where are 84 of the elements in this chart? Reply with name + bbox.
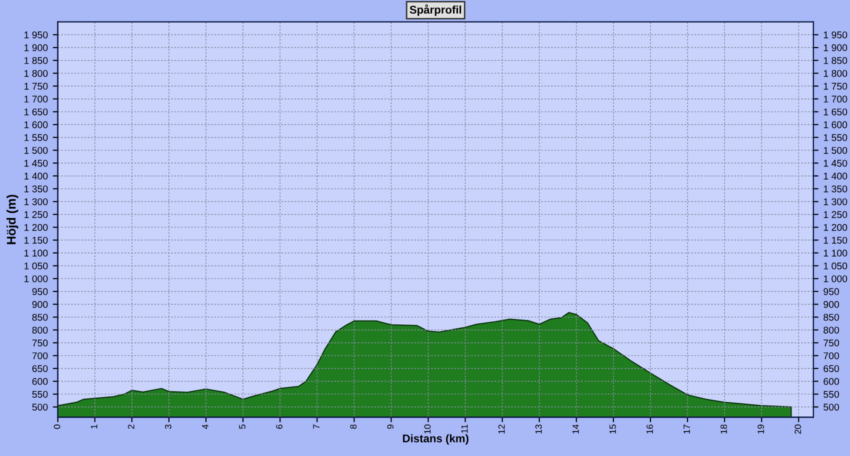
y-tick-label: 1 050 xyxy=(24,262,48,270)
y2-tick-label: 1 650 xyxy=(824,108,848,116)
y-tick-label: 1 250 xyxy=(24,211,48,218)
x-tick-label: 7 xyxy=(313,424,320,429)
x-tick-label: 4 xyxy=(202,424,208,429)
y-tick-label: 1 950 xyxy=(24,31,48,38)
y2-tick-label: 1 950 xyxy=(824,31,848,38)
y2-tick-label: 1 400 xyxy=(824,172,848,180)
y-tick-label: 1 100 xyxy=(24,250,48,257)
y2-tick-label: 500 xyxy=(824,404,840,411)
y-tick-label: 1 700 xyxy=(24,96,48,103)
y2-tick-label: 650 xyxy=(824,365,840,372)
x-tick-label: 5 xyxy=(239,424,246,429)
y-tick-label: 1 550 xyxy=(24,134,48,142)
y2-tick-label: 1 050 xyxy=(824,262,848,270)
y-tick-label: 1 750 xyxy=(24,82,48,90)
y-tick-label: 1 800 xyxy=(24,70,48,77)
y-tick-label: 800 xyxy=(32,326,48,334)
x-tick-label: 6 xyxy=(276,424,282,429)
y2-tick-label: 1 200 xyxy=(824,224,848,231)
y2-tick-label: 550 xyxy=(824,390,840,398)
y-tick-label: 1 900 xyxy=(24,44,48,52)
x-tick-label: 2 xyxy=(128,424,134,429)
chart-title: Spårprofil xyxy=(410,4,462,16)
x-tick-label: 15 xyxy=(610,424,616,434)
x-tick-label: 19 xyxy=(758,424,764,434)
y2-tick-label: 600 xyxy=(824,378,840,385)
x-tick-label: 20 xyxy=(794,424,802,434)
y2-tick-label: 1 800 xyxy=(824,70,848,77)
y2-tick-label: 950 xyxy=(824,288,840,296)
y2-tick-label: 800 xyxy=(824,326,840,334)
y2-tick-label: 1 750 xyxy=(824,82,848,90)
y2-tick-label: 850 xyxy=(824,314,840,321)
y2-tick-label: 1 150 xyxy=(824,236,848,244)
y2-tick-label: 1 850 xyxy=(824,57,848,64)
x-tick-label: 18 xyxy=(720,424,727,434)
x-tick-label: 14 xyxy=(572,424,579,434)
y2-tick-label: 1 550 xyxy=(824,134,848,142)
y2-tick-label: 1 450 xyxy=(824,160,848,167)
y-tick-label: 1 000 xyxy=(24,275,48,282)
y-tick-label: 1 150 xyxy=(24,236,48,244)
y2-tick-label: 700 xyxy=(824,352,840,360)
y2-tick-label: 1 250 xyxy=(824,211,848,218)
x-tick-label: 3 xyxy=(164,424,172,429)
y-tick-label: 750 xyxy=(32,340,48,346)
x-tick-label: 16 xyxy=(646,424,653,434)
y2-tick-label: 1 500 xyxy=(824,146,848,154)
y2-tick-label: 750 xyxy=(824,340,840,346)
y-tick-label: 1 850 xyxy=(24,57,48,64)
y-axis-title: Höjd (m) xyxy=(6,194,18,244)
y2-tick-label: 900 xyxy=(824,301,840,308)
y2-tick-label: 1 000 xyxy=(824,275,848,282)
x-tick-label: 11 xyxy=(461,424,468,433)
y-tick-label: 700 xyxy=(32,352,48,360)
y-tick-label: 1 500 xyxy=(24,146,48,154)
x-tick-label: 10 xyxy=(424,424,431,434)
y-tick-label: 1 200 xyxy=(24,224,48,231)
y-tick-label: 1 350 xyxy=(24,185,48,192)
y-tick-label: 650 xyxy=(32,365,48,372)
y-tick-label: 500 xyxy=(32,404,48,411)
x-tick-label: 12 xyxy=(498,424,505,434)
y-tick-label: 600 xyxy=(32,378,48,385)
y2-tick-label: 1 350 xyxy=(824,185,848,192)
y2-tick-label: 1 600 xyxy=(824,121,848,128)
x-tick-label: 9 xyxy=(387,424,394,429)
y-tick-label: 1 300 xyxy=(24,198,48,206)
y-tick-label: 900 xyxy=(32,301,48,308)
y-tick-label: 850 xyxy=(32,314,48,321)
y-tick-label: 1 650 xyxy=(24,108,48,116)
x-axis-title: Distans (km) xyxy=(403,434,468,445)
y-tick-label: 1 450 xyxy=(24,160,48,167)
y2-tick-label: 1 700 xyxy=(824,96,848,103)
y-tick-label: 1 400 xyxy=(24,172,48,180)
x-tick-label: 17 xyxy=(684,424,690,434)
x-tick-label: 8 xyxy=(350,424,357,429)
y-tick-label: 550 xyxy=(32,390,48,398)
x-tick-label: 13 xyxy=(535,424,542,434)
y2-tick-label: 1 100 xyxy=(824,250,848,257)
x-tick-label: 1 xyxy=(90,424,98,429)
y2-tick-label: 1 300 xyxy=(824,198,848,206)
y2-tick-label: 1 900 xyxy=(824,44,848,52)
x-tick-label: 0 xyxy=(54,424,60,429)
y-tick-label: 950 xyxy=(32,288,48,296)
y-tick-label: 1 600 xyxy=(24,121,48,128)
